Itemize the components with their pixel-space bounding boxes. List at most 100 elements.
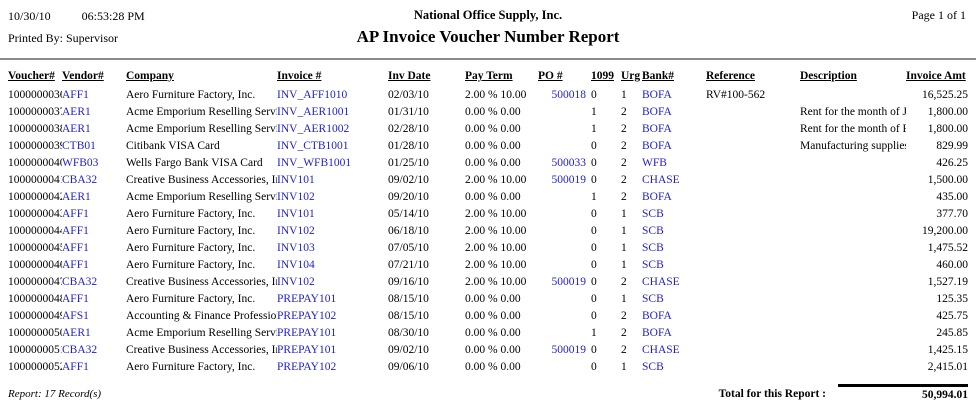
cell-invoice-link[interactable]: INV104: [277, 258, 315, 271]
cell-po-link[interactable]: [538, 137, 588, 154]
cell-invoice-link[interactable]: INV_AFF1010: [277, 88, 348, 101]
cell-bank-link[interactable]: BOFA: [642, 139, 672, 152]
cell-inv-date: 01/25/10: [388, 156, 429, 169]
cell-vendor-link[interactable]: CBA32: [62, 173, 98, 186]
table-row: 1000000051 CBA32 Creative Business Acces…: [8, 341, 968, 358]
cell-vendor-link[interactable]: AER1: [62, 190, 91, 203]
cell-invoice-link[interactable]: PREPAY102: [277, 309, 337, 322]
cell-vendor-link[interactable]: AFS1: [62, 309, 89, 322]
print-date: 10/30/10: [8, 9, 51, 23]
cell-bank-link[interactable]: CHASE: [642, 275, 680, 288]
cell-invoice-link[interactable]: INV103: [277, 241, 315, 254]
cell-vendor-link[interactable]: CBA32: [62, 343, 98, 356]
cell-urg: 2: [621, 105, 627, 118]
cell-invoice-link[interactable]: INV_AER1002: [277, 122, 350, 135]
cell-company: Aero Furniture Factory, Inc.: [126, 241, 256, 254]
cell-po-link[interactable]: [538, 103, 588, 120]
cell-1099: 0: [591, 88, 597, 101]
cell-urg: 1: [621, 224, 627, 237]
cell-invoice-link[interactable]: INV_AER1001: [277, 105, 350, 118]
cell-invoice-link[interactable]: PREPAY101: [277, 326, 337, 339]
cell-invoice-link[interactable]: PREPAY101: [277, 292, 337, 305]
cell-description: [798, 86, 906, 103]
cell-1099: 0: [591, 156, 597, 169]
cell-bank-link[interactable]: SCB: [642, 292, 664, 305]
cell-vendor-link[interactable]: AFF1: [62, 292, 89, 305]
cell-po-link[interactable]: [538, 256, 588, 273]
cell-description: Rent for the month of F: [800, 122, 906, 135]
cell-po-link[interactable]: [538, 290, 588, 307]
cell-po-link[interactable]: 500019: [551, 173, 587, 186]
cell-urg: 2: [621, 190, 627, 203]
cell-vendor-link[interactable]: WFB03: [62, 156, 99, 169]
cell-vendor-link[interactable]: AFF1: [62, 241, 89, 254]
cell-vendor-link[interactable]: AFF1: [62, 224, 89, 237]
cell-invoice-link[interactable]: INV101: [277, 207, 315, 220]
cell-po-link[interactable]: [538, 307, 588, 324]
cell-bank-link[interactable]: BOFA: [642, 122, 672, 135]
cell-bank-link[interactable]: SCB: [642, 224, 664, 237]
cell-vendor-link[interactable]: CTB01: [62, 139, 96, 152]
cell-invoice-link[interactable]: INV101: [277, 173, 315, 186]
col-header-1099: 1099: [591, 70, 614, 82]
cell-po-link[interactable]: [538, 358, 588, 375]
cell-invoice-link[interactable]: INV102: [277, 275, 315, 288]
cell-po-link[interactable]: [538, 222, 588, 239]
cell-bank-link[interactable]: SCB: [642, 207, 664, 220]
cell-bank-link[interactable]: WFB: [642, 156, 667, 169]
report-table: Voucher# Vendor# Company Invoice # Inv D…: [8, 68, 968, 375]
cell-po-link[interactable]: [538, 188, 588, 205]
cell-urg: 2: [621, 275, 627, 288]
cell-po-link[interactable]: [538, 324, 588, 341]
cell-voucher: 1000000052: [8, 360, 62, 373]
cell-po-link[interactable]: 500033: [551, 156, 587, 169]
cell-vendor-link[interactable]: AFF1: [62, 258, 89, 271]
cell-invoice-link[interactable]: INV_WFB1001: [277, 156, 352, 169]
cell-vendor-link[interactable]: AER1: [62, 122, 91, 135]
cell-amount: 829.99: [936, 139, 968, 152]
header-divider: [0, 58, 976, 60]
col-header-company: Company: [126, 70, 174, 82]
cell-vendor-link[interactable]: CBA32: [62, 275, 98, 288]
cell-vendor-link[interactable]: AER1: [62, 105, 91, 118]
cell-bank-link[interactable]: BOFA: [642, 309, 672, 322]
cell-invoice-link[interactable]: PREPAY101: [277, 343, 337, 356]
cell-bank-link[interactable]: BOFA: [642, 326, 672, 339]
cell-vendor-link[interactable]: AFF1: [62, 207, 89, 220]
cell-bank-link[interactable]: CHASE: [642, 173, 680, 186]
cell-urg: 2: [621, 156, 627, 169]
cell-vendor-link[interactable]: AFF1: [62, 360, 89, 373]
cell-bank-link[interactable]: CHASE: [642, 343, 680, 356]
cell-po-link[interactable]: [538, 205, 588, 222]
cell-po-link[interactable]: [538, 239, 588, 256]
cell-po-link[interactable]: 500019: [551, 275, 587, 288]
cell-bank-link[interactable]: BOFA: [642, 88, 672, 101]
cell-invoice-link[interactable]: INV102: [277, 224, 315, 237]
cell-pay-term: 2.00 % 10.00: [465, 275, 527, 288]
cell-invoice-link[interactable]: PREPAY102: [277, 360, 337, 373]
cell-bank-link[interactable]: SCB: [642, 258, 664, 271]
cell-vendor-link[interactable]: AER1: [62, 326, 91, 339]
cell-bank-link[interactable]: BOFA: [642, 190, 672, 203]
cell-urg: 1: [621, 241, 627, 254]
cell-1099: 0: [591, 275, 597, 288]
cell-bank-link[interactable]: BOFA: [642, 105, 672, 118]
cell-amount: 1,475.52: [927, 241, 968, 254]
cell-bank-link[interactable]: SCB: [642, 360, 664, 373]
cell-inv-date: 09/20/10: [388, 190, 429, 203]
cell-1099: 1: [591, 190, 597, 203]
cell-amount: 16,525.25: [922, 88, 968, 101]
cell-bank-link[interactable]: SCB: [642, 241, 664, 254]
cell-pay-term: 0.00 % 0.00: [465, 190, 521, 203]
cell-vendor-link[interactable]: AFF1: [62, 88, 89, 101]
cell-voucher: 1000000045: [8, 241, 62, 254]
cell-po-link[interactable]: 500019: [551, 343, 587, 356]
cell-po-link[interactable]: [538, 120, 588, 137]
cell-invoice-link[interactable]: INV102: [277, 190, 315, 203]
cell-reference: [706, 188, 798, 205]
cell-amount: 425.75: [936, 309, 968, 322]
cell-invoice-link[interactable]: INV_CTB1001: [277, 139, 349, 152]
cell-company: Wells Fargo Bank VISA Card: [126, 156, 263, 169]
cell-pay-term: 0.00 % 0.00: [465, 326, 521, 339]
cell-po-link[interactable]: 500018: [551, 88, 587, 101]
